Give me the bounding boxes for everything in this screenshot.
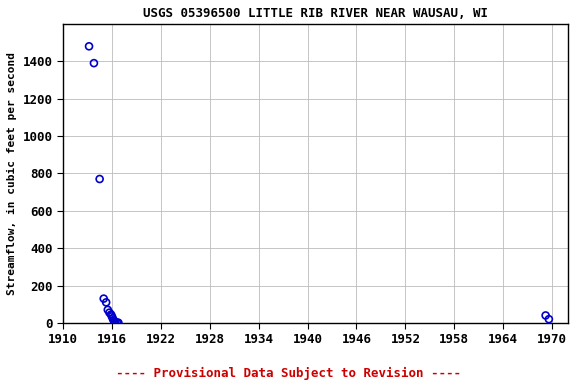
Point <box>105 310 114 316</box>
Title: USGS 05396500 LITTLE RIB RIVER NEAR WAUSAU, WI: USGS 05396500 LITTLE RIB RIVER NEAR WAUS… <box>143 7 488 20</box>
Point <box>85 43 94 50</box>
Point <box>109 317 118 323</box>
Point <box>541 312 550 318</box>
Point <box>111 319 120 325</box>
Point <box>107 311 116 318</box>
Point <box>95 176 104 182</box>
Point <box>112 319 122 325</box>
Y-axis label: Streamflow, in cubic feet per second: Streamflow, in cubic feet per second <box>7 52 17 295</box>
Point <box>544 316 554 322</box>
Point <box>109 318 119 324</box>
Point <box>99 296 108 302</box>
Point <box>114 319 123 326</box>
Point <box>107 313 116 319</box>
Point <box>103 307 112 313</box>
Point <box>89 60 98 66</box>
Point <box>101 299 111 305</box>
Point <box>108 315 118 321</box>
Text: ---- Provisional Data Subject to Revision ----: ---- Provisional Data Subject to Revisio… <box>116 367 460 380</box>
